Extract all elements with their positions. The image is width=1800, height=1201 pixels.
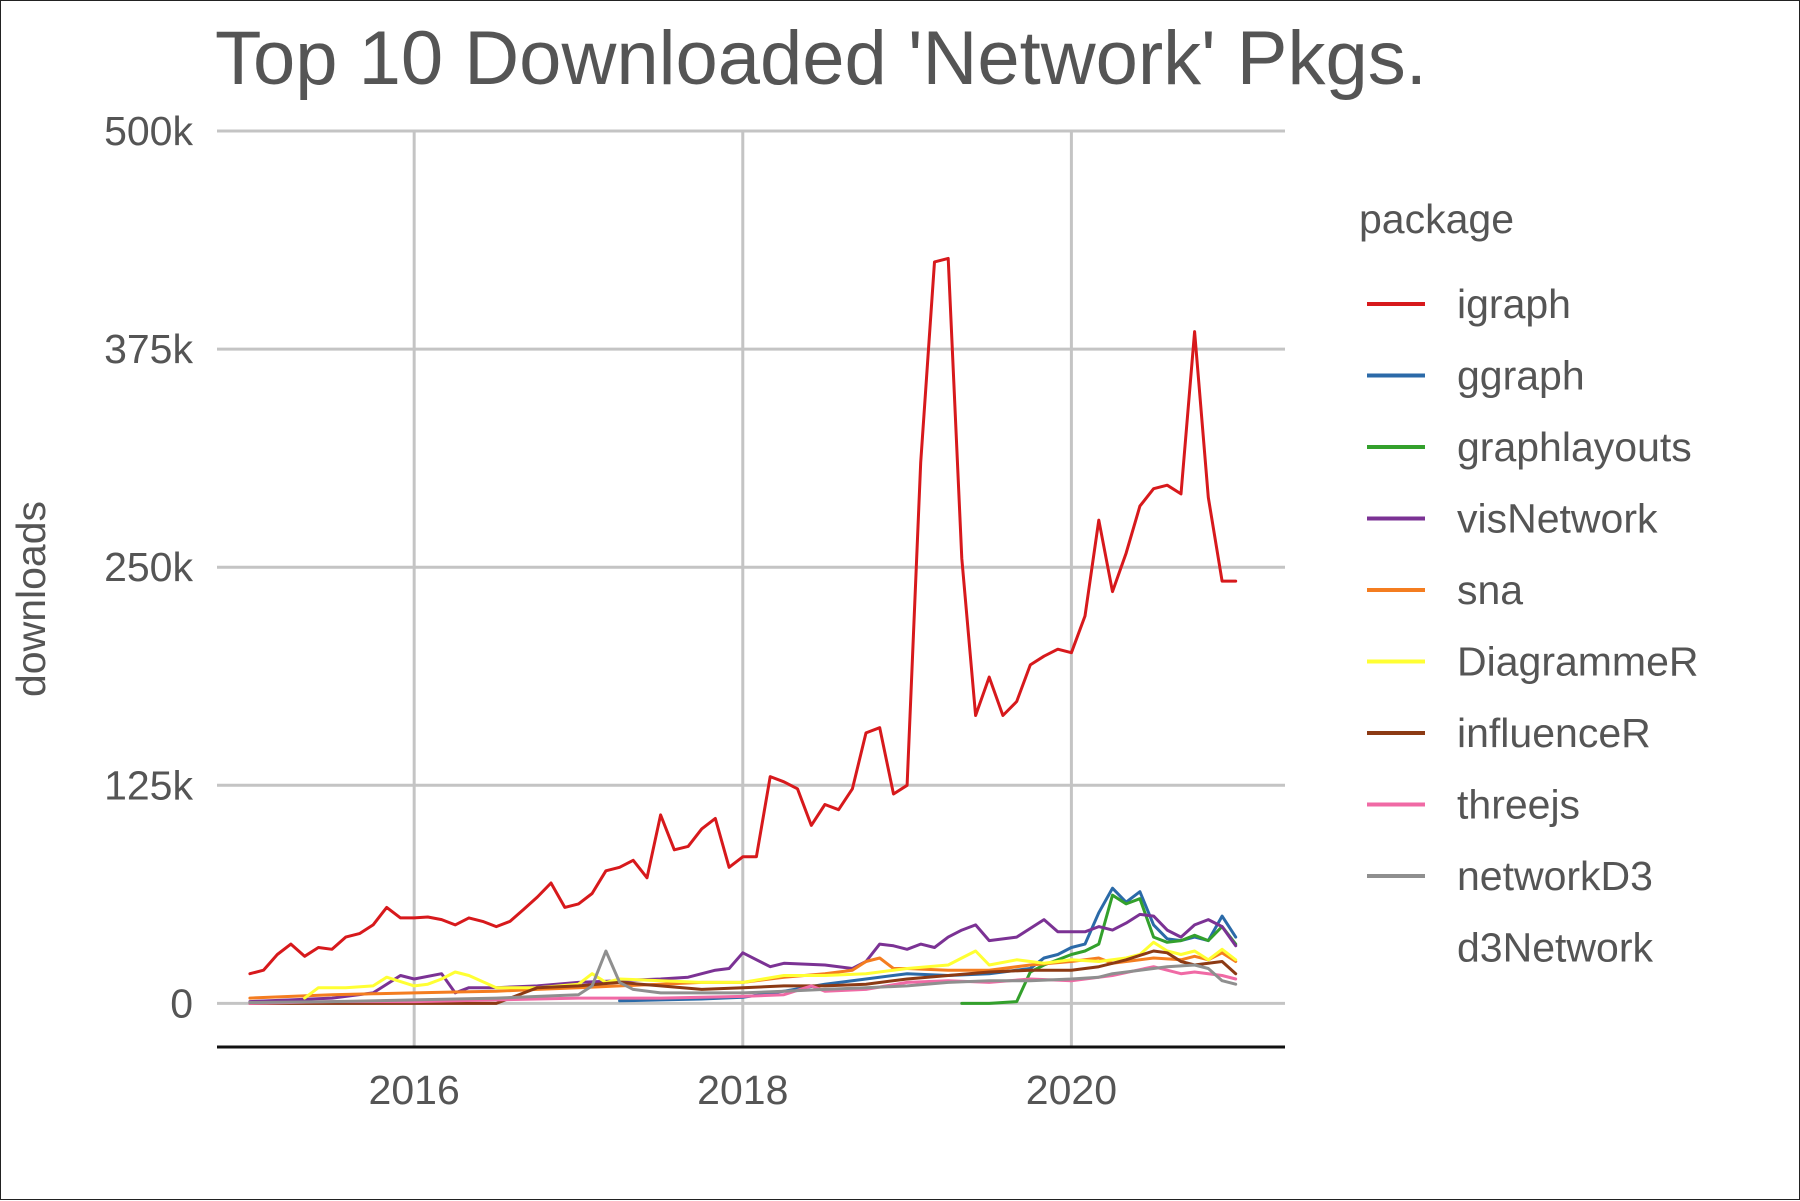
- series-line-networkd3: [248, 949, 1238, 1004]
- series-line-igraph: [248, 256, 1238, 976]
- y-axis-title: downloads: [8, 501, 54, 697]
- x-tick-label-2020: 2020: [1026, 1067, 1117, 1113]
- legend-item-diagrammer: DiagrammeR: [1367, 639, 1699, 685]
- legend-label-visnetwork: visNetwork: [1457, 496, 1658, 542]
- y-tick-label-250k: 250k: [104, 544, 193, 590]
- series-line-influencer: [248, 949, 1238, 1005]
- gridlines: [217, 129, 1285, 1047]
- series-lines: [248, 256, 1238, 1005]
- legend-item-igraph: igraph: [1367, 281, 1571, 327]
- legend-item-sna: sna: [1367, 567, 1523, 613]
- x-tick-label-2016: 2016: [369, 1067, 460, 1113]
- legend-item-visnetwork: visNetwork: [1367, 496, 1658, 542]
- legend-item-ggraph: ggraph: [1367, 353, 1585, 399]
- legend-items: igraph ggraph graphlayouts visNetwork sna Dia…: [1367, 281, 1699, 971]
- legend-item-d3network: d3Network: [1367, 925, 1653, 971]
- legend-label-d3network: d3Network: [1457, 925, 1653, 971]
- legend-label-igraph: igraph: [1457, 281, 1571, 327]
- legend: package igraph ggraph graphlayouts visNetwo…: [1359, 196, 1699, 971]
- axis-ticks: 0 125k 250k 375k 500k 2016 2018 2020: [104, 108, 1117, 1113]
- x-tick-label-2018: 2018: [697, 1067, 788, 1113]
- series-line-diagrammer: [303, 940, 1238, 1000]
- legend-label-networkd3: networkD3: [1457, 853, 1653, 899]
- legend-title: package: [1359, 196, 1514, 242]
- legend-item-networkd3: networkD3: [1367, 853, 1653, 899]
- y-tick-label-375k: 375k: [104, 326, 193, 372]
- y-tick-label-500k: 500k: [104, 108, 193, 154]
- legend-label-influencer: influenceR: [1457, 710, 1651, 756]
- series-line-graphlayouts: [960, 893, 1238, 1005]
- legend-label-threejs: threejs: [1457, 782, 1580, 828]
- legend-label-ggraph: ggraph: [1457, 353, 1585, 399]
- series-line-sna: [248, 951, 1238, 1000]
- legend-label-diagrammer: DiagrammeR: [1457, 639, 1699, 685]
- legend-item-threejs: threejs: [1367, 782, 1580, 828]
- legend-item-graphlayouts: graphlayouts: [1367, 424, 1692, 470]
- y-tick-label-0: 0: [170, 980, 193, 1026]
- legend-item-influencer: influenceR: [1367, 710, 1651, 756]
- legend-label-sna: sna: [1457, 567, 1523, 613]
- y-tick-label-125k: 125k: [104, 762, 193, 808]
- chart-title: Top 10 Downloaded 'Network' Pkgs.: [215, 16, 1427, 101]
- legend-label-graphlayouts: graphlayouts: [1457, 424, 1692, 470]
- series-line-visnetwork: [248, 912, 1238, 1004]
